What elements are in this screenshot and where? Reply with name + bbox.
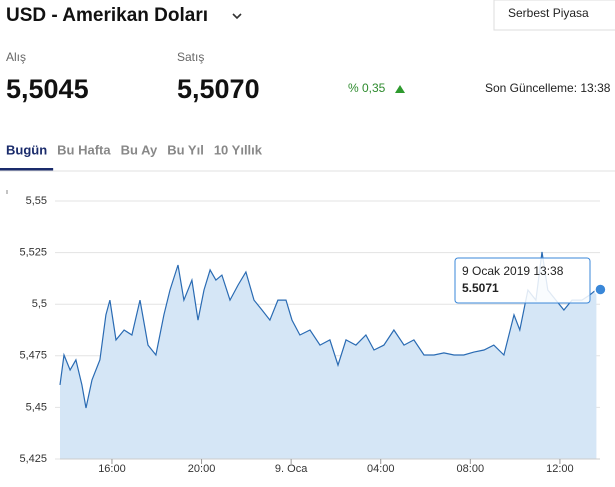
buy-price: 5,5045 bbox=[6, 74, 89, 104]
tab[interactable]: Bugün bbox=[6, 142, 47, 157]
line bbox=[59, 251, 597, 409]
y-tick-label: 5,525 bbox=[19, 247, 47, 259]
buy-label: Alış bbox=[6, 50, 26, 64]
tab[interactable]: 10 Yıllık bbox=[214, 142, 263, 157]
x-tick-label: 08:00 bbox=[457, 463, 485, 475]
x-tick-label: 04:00 bbox=[367, 463, 395, 475]
up-arrow bbox=[395, 85, 405, 93]
title: USD - Amerikan Doları bbox=[6, 5, 208, 26]
y-tick-label: 5,475 bbox=[19, 350, 47, 362]
tab[interactable]: Bu Ay bbox=[121, 142, 158, 157]
y-tick-label: 5,5 bbox=[32, 298, 47, 310]
title-chevron[interactable] bbox=[232, 13, 242, 20]
dropdown-label[interactable]: Serbest Piyasa bbox=[508, 6, 589, 20]
market-dropdown[interactable]: Serbest Piyasa bbox=[493, 0, 615, 31]
y-tick-label: 5,55 bbox=[26, 195, 47, 207]
y-tick-label: 5,425 bbox=[19, 453, 47, 465]
tooltip-date: 9 Ocak 2019 13:38 bbox=[462, 264, 564, 278]
tooltip-box bbox=[454, 257, 591, 304]
x-tick-label: 12:00 bbox=[546, 463, 574, 475]
x-tick-label: 16:00 bbox=[98, 463, 126, 475]
change: % 0,35 bbox=[348, 81, 386, 95]
tab[interactable]: Bu Yıl bbox=[167, 142, 204, 157]
x-tick-label: 20:00 bbox=[188, 463, 216, 475]
area bbox=[60, 252, 597, 459]
sell-label: Satış bbox=[177, 50, 204, 64]
tooltip-value: 5.5071 bbox=[462, 281, 499, 295]
last-point bbox=[594, 283, 607, 296]
updated: Son Güncelleme: 13:38 bbox=[485, 81, 611, 95]
y-tick-label: 5,45 bbox=[26, 401, 47, 413]
tab[interactable]: Bu Hafta bbox=[57, 142, 111, 157]
dropdown-box[interactable] bbox=[493, 0, 615, 31]
tabs: Bugün Bu Hafta Bu Ay Bu Yıl 10 Yıllık bbox=[0, 142, 263, 171]
x-tick-label: 9. Oca bbox=[275, 463, 308, 475]
sell-price: 5,5070 bbox=[177, 74, 260, 104]
active-tab-underline bbox=[0, 168, 54, 171]
